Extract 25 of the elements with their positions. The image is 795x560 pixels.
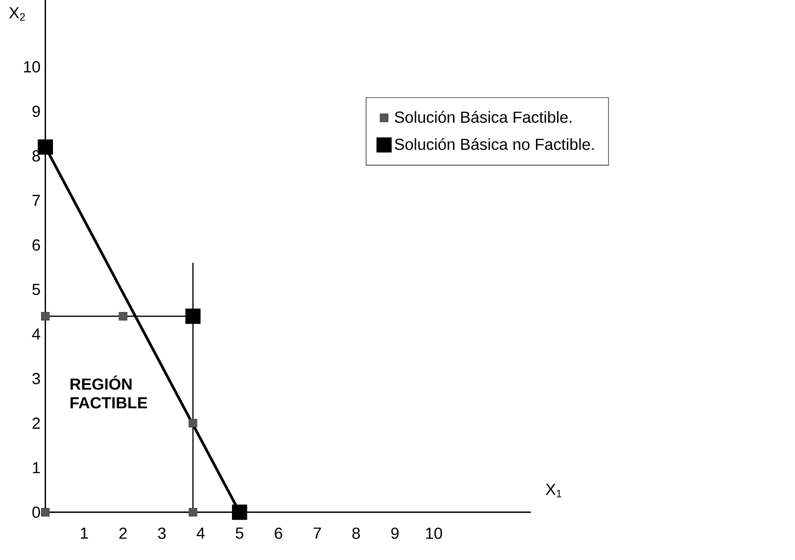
- legend-label: Solución Básica Factible.: [394, 110, 572, 123]
- legend-label: Solución Básica no Factible.: [394, 138, 594, 150]
- annotation: REGIÓN FACTIBLE: [70, 375, 148, 408]
- x-tick-label: 9: [391, 527, 399, 539]
- y-tick-label: 4: [32, 328, 40, 340]
- y-tick-label: 6: [32, 239, 40, 251]
- y-tick-label: 7: [32, 194, 40, 206]
- x-tick-label: 4: [196, 528, 205, 538]
- y-axis-title: X$_{2}$: [9, 7, 25, 21]
- x-tick-label: 6: [274, 527, 282, 539]
- x-tick-label: 5: [236, 528, 244, 539]
- x-tick-label: 7: [314, 528, 321, 538]
- y-tick-label: 1: [32, 462, 40, 474]
- y-tick-label: 5: [32, 284, 40, 295]
- x-tick-label: 2: [119, 527, 127, 539]
- y-tick-label: 10: [24, 61, 40, 72]
- x-tick-label: 10: [426, 527, 442, 539]
- x-axis-title: X$_{1}$: [546, 484, 562, 498]
- y-tick-label: 9: [32, 106, 40, 117]
- y-tick-label: 0: [32, 506, 40, 518]
- x-tick-label: 3: [158, 527, 166, 539]
- y-tick-label: 3: [32, 372, 40, 384]
- y-tick-label: 2: [32, 417, 40, 429]
- x-tick-label: 1: [80, 528, 88, 538]
- x-tick-label: 8: [352, 527, 360, 539]
